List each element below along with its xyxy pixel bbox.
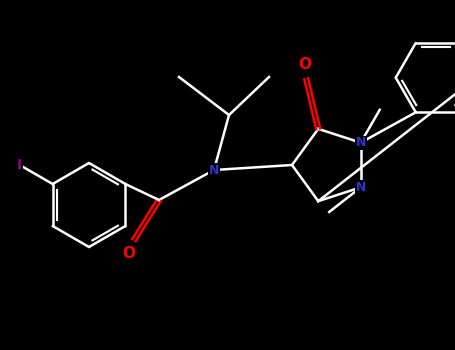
Text: O: O [122,246,136,261]
Text: O: O [298,57,311,72]
Text: N: N [209,163,219,176]
Text: N: N [355,181,366,194]
Text: I: I [17,158,22,172]
Text: N: N [355,136,366,149]
